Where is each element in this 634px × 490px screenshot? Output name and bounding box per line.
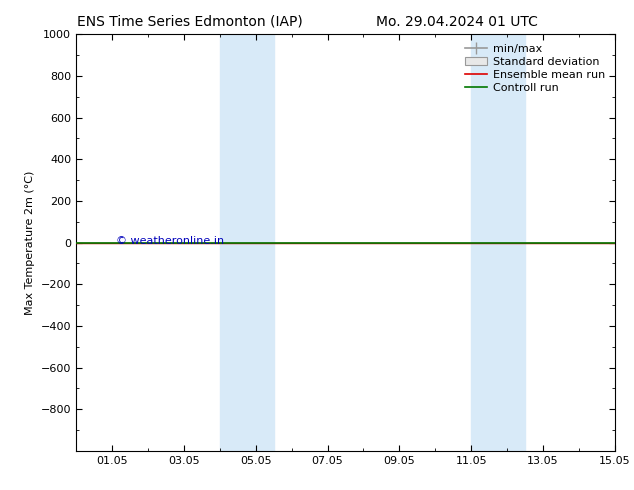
- Text: ENS Time Series Edmonton (IAP): ENS Time Series Edmonton (IAP): [77, 15, 303, 29]
- Text: Mo. 29.04.2024 01 UTC: Mo. 29.04.2024 01 UTC: [375, 15, 538, 29]
- Bar: [220, 34, 274, 451]
- Y-axis label: Max Temperature 2m (°C): Max Temperature 2m (°C): [25, 171, 35, 315]
- Legend: min/max, Standard deviation, Ensemble mean run, Controll run: min/max, Standard deviation, Ensemble me…: [460, 40, 609, 97]
- Bar: [471, 34, 525, 451]
- Text: © weatheronline.in: © weatheronline.in: [115, 236, 224, 246]
